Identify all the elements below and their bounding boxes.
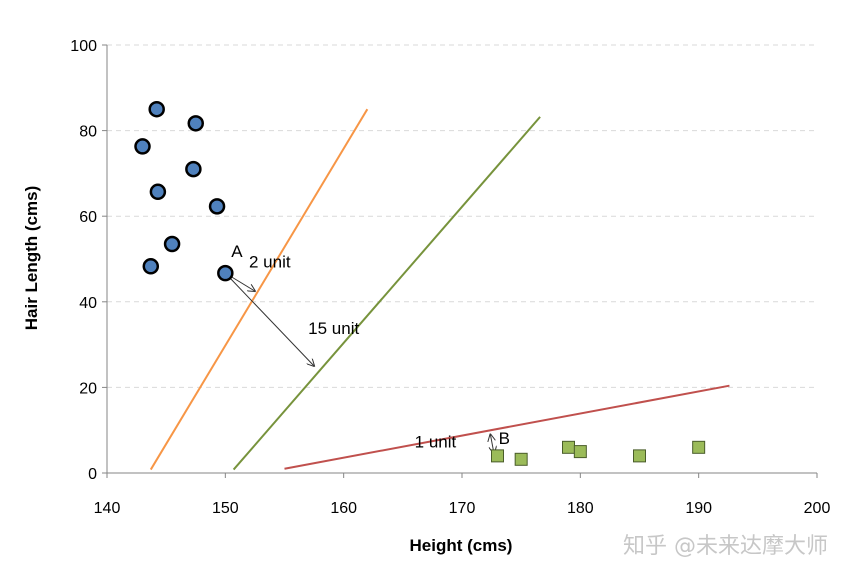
- data-point-square: [491, 449, 504, 463]
- x-tick-label: 170: [449, 500, 476, 517]
- annotation-label: 1 unit: [415, 432, 457, 451]
- data-point-circle: [208, 198, 226, 215]
- distance-arrows: [225, 273, 494, 453]
- distance-arrow: [225, 273, 314, 366]
- data-point-circle: [134, 138, 151, 155]
- x-tick-label: 180: [567, 500, 594, 517]
- x-axis-title: Height (cms): [410, 536, 513, 555]
- annotation-label: 2 unit: [249, 253, 291, 272]
- annotation-label: B: [499, 429, 510, 448]
- data-point-square: [514, 452, 528, 466]
- x-tick-label: 140: [94, 500, 121, 517]
- data-point-square: [692, 440, 706, 454]
- watermark: 知乎 @未来达摩大师: [623, 534, 828, 559]
- annotations: A 2 unit 15 unit 1 unit B: [231, 242, 510, 451]
- data-point-square: [633, 449, 646, 463]
- x-tick-label: 190: [685, 500, 712, 517]
- x-tick-label: 200: [804, 500, 831, 517]
- grid-lines: [107, 44, 817, 388]
- tick-labels: 0 20 40 60 80 100 140 150 160 170 180 190 200: [70, 38, 830, 517]
- separator-lines: [149, 108, 730, 471]
- annotation-label: 15 unit: [308, 319, 359, 338]
- y-tick-label: 0: [88, 466, 97, 483]
- data-point-circle: [149, 183, 167, 201]
- separator-line-3: [284, 384, 730, 470]
- y-axis-title: Hair Length (cms): [22, 186, 41, 331]
- separator-line-1: [149, 108, 369, 471]
- data-point-square: [562, 440, 575, 454]
- data-point-circle: [163, 235, 181, 253]
- y-tick-label: 40: [79, 295, 97, 312]
- y-tick-label: 60: [79, 209, 97, 226]
- data-points: [134, 100, 706, 466]
- data-point-circle: [148, 100, 165, 118]
- y-tick-label: 20: [79, 380, 97, 397]
- x-tick-label: 150: [212, 500, 239, 517]
- data-point-circle: [185, 160, 202, 178]
- data-point-square: [573, 445, 587, 459]
- axes: [102, 44, 818, 478]
- data-point-circle: [187, 115, 204, 132]
- data-point-circle: [142, 258, 160, 275]
- x-tick-label: 160: [330, 500, 357, 517]
- annotation-label: A: [231, 242, 243, 261]
- data-point-circle: [217, 264, 234, 282]
- y-tick-label: 80: [79, 124, 97, 141]
- y-tick-label: 100: [70, 38, 97, 55]
- separator-line-2: [232, 116, 541, 471]
